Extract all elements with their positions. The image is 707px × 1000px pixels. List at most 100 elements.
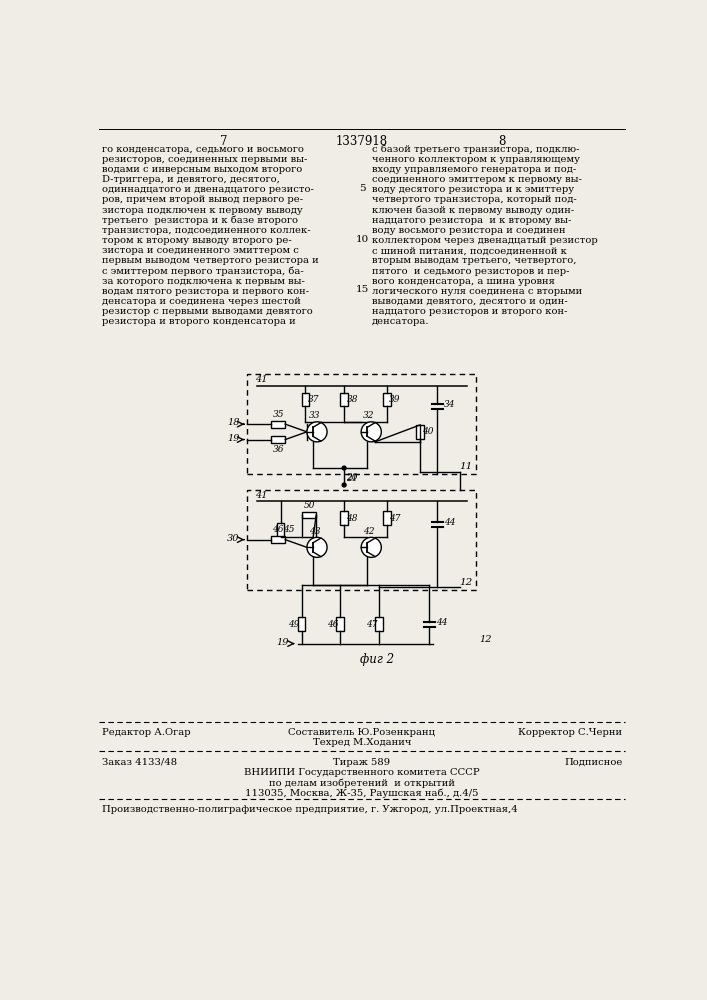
Text: резистор с первыми выводами девятого: резистор с первыми выводами девятого (103, 307, 313, 316)
Text: по делам изобретений  и открытий: по делам изобретений и открытий (269, 778, 455, 788)
Bar (298, 617, 305, 631)
Text: 8: 8 (498, 135, 505, 148)
Text: 43: 43 (309, 527, 320, 536)
Text: надцатого резистора  и к второму вы-: надцатого резистора и к второму вы- (372, 216, 571, 225)
Text: Техред М.Ходанич: Техред М.Ходанич (312, 738, 411, 747)
Text: зистора подключен к первому выводу: зистора подключен к первому выводу (103, 206, 303, 215)
Text: 12: 12 (460, 578, 473, 587)
Text: 49: 49 (288, 620, 300, 629)
Text: Составитель Ю.Розенкранц: Составитель Ю.Розенкранц (288, 728, 436, 737)
Text: одиннадцатого и двенадцатого резисто-: одиннадцатого и двенадцатого резисто- (103, 185, 314, 194)
Text: 47: 47 (366, 620, 378, 629)
Text: 19: 19 (276, 638, 288, 647)
Text: денсатора и соединена через шестой: денсатора и соединена через шестой (103, 297, 301, 306)
Circle shape (361, 537, 381, 557)
Text: первым выводом четвертого резистора и: первым выводом четвертого резистора и (103, 256, 319, 265)
Text: водам пятого резистора и первого кон-: водам пятого резистора и первого кон- (103, 287, 310, 296)
Circle shape (307, 537, 327, 557)
Text: 44: 44 (436, 618, 448, 627)
Text: 18: 18 (227, 418, 240, 427)
Text: D-триггера, и девятого, десятого,: D-триггера, и девятого, десятого, (103, 175, 280, 184)
Bar (340, 511, 348, 525)
Text: ров, причем второй вывод первого ре-: ров, причем второй вывод первого ре- (103, 195, 303, 204)
Text: 40: 40 (422, 427, 434, 436)
Bar (337, 617, 344, 631)
Bar (271, 436, 285, 443)
Text: 5: 5 (358, 184, 366, 193)
Text: вторым выводам третьего, четвертого,: вторым выводам третьего, четвертого, (372, 256, 576, 265)
Text: с шиной питания, подсоединенной к: с шиной питания, подсоединенной к (372, 246, 567, 255)
Text: четвертого транзистора, который под-: четвертого транзистора, который под- (372, 195, 577, 204)
Text: с эмиттером первого транзистора, ба-: с эмиттером первого транзистора, ба- (103, 267, 304, 276)
Text: 7: 7 (221, 135, 228, 148)
Bar (271, 536, 285, 543)
Text: 41: 41 (255, 491, 267, 500)
Text: 35: 35 (272, 410, 284, 419)
Text: надцатого резисторов и второго кон-: надцатого резисторов и второго кон- (372, 307, 568, 316)
Text: 45: 45 (283, 525, 294, 534)
Text: 10: 10 (356, 235, 368, 244)
Text: соединенного эмиттером к первому вы-: соединенного эмиттером к первому вы- (372, 175, 582, 184)
Text: фиг 2: фиг 2 (360, 653, 394, 666)
Text: воду восьмого резистора и соединен: воду восьмого резистора и соединен (372, 226, 566, 235)
Bar (375, 617, 383, 631)
Text: 47: 47 (389, 514, 401, 523)
Text: третьего  резистора и к базе второго: третьего резистора и к базе второго (103, 216, 298, 225)
Bar (383, 393, 391, 406)
Text: пятого  и седьмого резисторов и пер-: пятого и седьмого резисторов и пер- (372, 267, 570, 276)
Text: 37: 37 (308, 395, 319, 404)
Text: коллектором через двенадцатый резистор: коллектором через двенадцатый резистор (372, 236, 598, 245)
Text: 32: 32 (363, 411, 375, 420)
Text: 44: 44 (444, 518, 455, 527)
Bar (276, 523, 284, 537)
Bar (247, 490, 476, 590)
Bar (301, 393, 309, 406)
Text: 33: 33 (309, 411, 320, 420)
Text: 113035, Москва, Ж-35, Раушская наб., д.4/5: 113035, Москва, Ж-35, Раушская наб., д.4… (245, 788, 479, 798)
Bar (340, 393, 348, 406)
Text: Тираж 589: Тираж 589 (334, 758, 390, 767)
Circle shape (361, 422, 381, 442)
Bar (416, 425, 424, 439)
Text: вого конденсатора, а шина уровня: вого конденсатора, а шина уровня (372, 277, 555, 286)
Text: 46: 46 (272, 525, 284, 534)
Text: 21: 21 (346, 474, 358, 483)
Circle shape (307, 422, 327, 442)
Text: 36: 36 (272, 445, 284, 454)
Text: денсатора.: денсатора. (372, 317, 430, 326)
Text: Корректор С.Черни: Корректор С.Черни (518, 728, 622, 737)
Circle shape (342, 483, 346, 487)
Text: зистора и соединенного эмиттером с: зистора и соединенного эмиттером с (103, 246, 299, 255)
Text: логического нуля соединена с вторыми: логического нуля соединена с вторыми (372, 287, 583, 296)
Text: ключен базой к первому выводу один-: ключен базой к первому выводу один- (372, 206, 574, 215)
Bar (247, 374, 476, 474)
Text: тором к второму выводу второго ре-: тором к второму выводу второго ре- (103, 236, 292, 245)
Text: Производственно-полиграфическое предприятие, г. Ужгород, ул.Проектная,4: Производственно-полиграфическое предприя… (103, 805, 518, 814)
Text: с базой третьего транзистора, подклю-: с базой третьего транзистора, подклю- (372, 145, 580, 154)
Bar (303, 512, 316, 518)
Text: 11: 11 (460, 462, 473, 471)
Circle shape (342, 466, 346, 470)
Text: воду десятого резистора и к эмиттеру: воду десятого резистора и к эмиттеру (372, 185, 574, 194)
Text: резистора и второго конденсатора и: резистора и второго конденсатора и (103, 317, 296, 326)
Text: за которого подключена к первым вы-: за которого подключена к первым вы- (103, 277, 305, 286)
Text: ВНИИПИ Государственного комитета СССР: ВНИИПИ Государственного комитета СССР (244, 768, 480, 777)
Text: 42: 42 (363, 527, 375, 536)
Text: 19: 19 (227, 434, 240, 443)
Text: Подписное: Подписное (564, 758, 622, 767)
Text: транзистора, подсоединенного коллек-: транзистора, подсоединенного коллек- (103, 226, 311, 235)
Text: 34: 34 (444, 400, 455, 409)
Text: го конденсатора, седьмого и восьмого: го конденсатора, седьмого и восьмого (103, 145, 304, 154)
Text: выводами девятого, десятого и один-: выводами девятого, десятого и один- (372, 297, 568, 306)
Text: 38: 38 (346, 395, 358, 404)
Text: 50: 50 (303, 501, 315, 510)
Text: 20: 20 (346, 473, 358, 482)
Bar (271, 421, 285, 428)
Text: 12: 12 (480, 635, 492, 644)
Text: 15: 15 (356, 285, 368, 294)
Text: Редактор А.Огар: Редактор А.Огар (103, 728, 191, 737)
Text: водами с инверсным выходом второго: водами с инверсным выходом второго (103, 165, 303, 174)
Text: 39: 39 (389, 395, 401, 404)
Text: 1337918: 1337918 (336, 135, 388, 148)
Text: ченного коллектором к управляющему: ченного коллектором к управляющему (372, 155, 580, 164)
